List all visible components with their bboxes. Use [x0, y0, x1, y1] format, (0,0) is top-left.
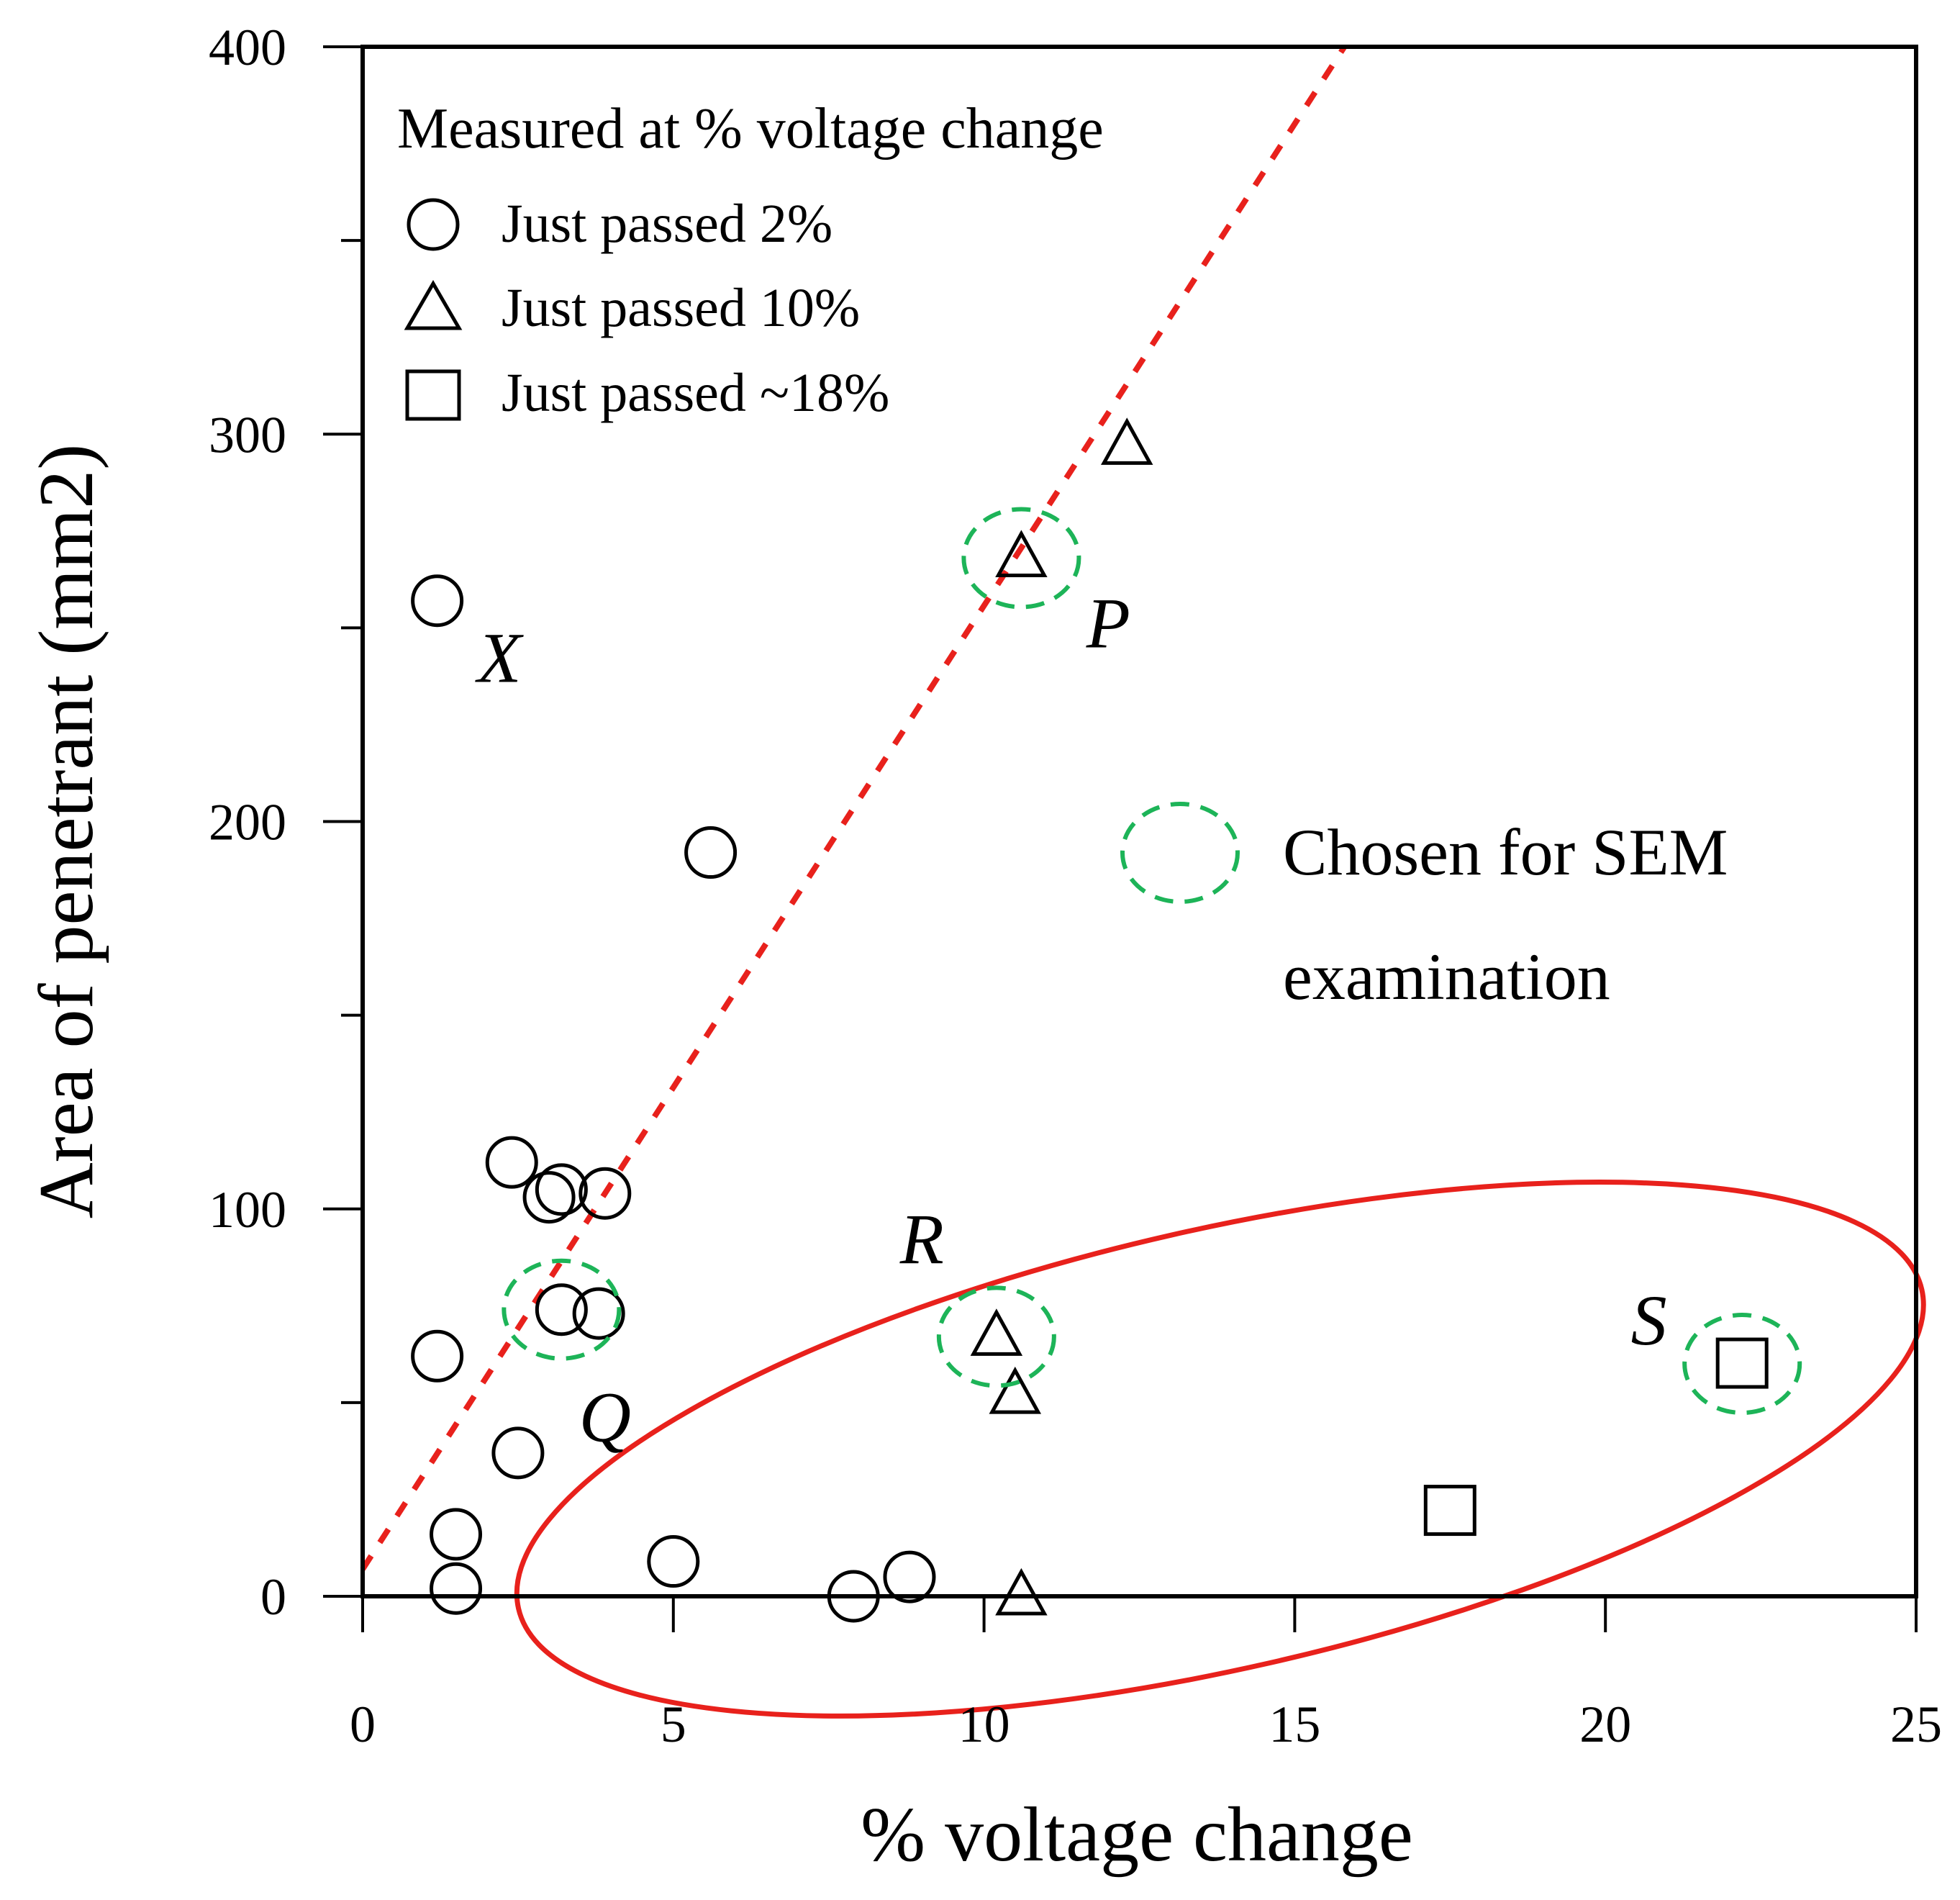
point-label-q: Q — [579, 1378, 631, 1457]
data-point-circle — [535, 1283, 588, 1336]
points-layer — [411, 417, 1769, 1623]
x-tick-label: 25 — [1890, 1696, 1942, 1753]
sem-highlight-p — [961, 507, 1081, 610]
legend-triangle-marker — [404, 280, 463, 330]
data-point-triangle — [1100, 417, 1153, 465]
legend-circle-marker — [407, 198, 460, 251]
x-axis-title: % voltage change — [861, 1792, 1413, 1878]
data-point-circle — [579, 1167, 632, 1220]
data-point-circle — [430, 1508, 483, 1561]
sem-annotation: Chosen for SEM examination — [1120, 802, 1728, 1013]
x-tick-label: 15 — [1269, 1696, 1320, 1753]
sem-annotation-line2: examination — [1283, 940, 1610, 1013]
point-label-p: P — [1086, 583, 1130, 663]
data-point-square — [1423, 1485, 1476, 1537]
data-point-circle — [684, 826, 738, 879]
x-tick-label: 20 — [1579, 1696, 1631, 1753]
trend-line — [360, 45, 1347, 1571]
x-tick-label: 0 — [350, 1696, 376, 1753]
data-point-circle — [491, 1426, 545, 1480]
data-point-circle — [411, 574, 464, 628]
data-point-triangle — [970, 1308, 1023, 1356]
data-point-circle — [883, 1550, 936, 1603]
sem-annotation-line1: Chosen for SEM — [1283, 815, 1728, 889]
data-point-circle — [647, 1535, 700, 1588]
legend-label-triangle: Just passed 10% — [502, 278, 860, 338]
sem-highlight-q — [502, 1258, 622, 1361]
overlay-layer — [360, 45, 1926, 1719]
sem-highlight-r — [936, 1285, 1056, 1388]
data-point-triangle — [995, 530, 1048, 577]
legend-title: Measured at % voltage change — [397, 97, 1104, 160]
y-tick-label: 400 — [209, 19, 286, 76]
data-point-circle — [572, 1287, 625, 1340]
data-point-circle — [535, 1163, 588, 1216]
data-point-triangle — [995, 1568, 1048, 1616]
y-tick-label: 100 — [209, 1181, 286, 1239]
data-point-circle — [430, 1562, 483, 1615]
legend: Measured at % voltage change Just passed… — [397, 97, 1104, 423]
point-label-x: X — [474, 618, 524, 698]
y-axis-title: Area of penetrant (mm2) — [24, 444, 109, 1219]
sem-highlight-s — [1682, 1313, 1802, 1416]
y-tick-label: 200 — [209, 794, 286, 851]
axes-layer: 0 5 10 15 20 25 0 100 200 300 400 — [209, 19, 1942, 1753]
data-point-circle — [485, 1136, 538, 1189]
point-label-r: R — [899, 1199, 944, 1279]
point-labels: X P Q R S — [474, 583, 1666, 1457]
x-tick-label: 5 — [661, 1696, 686, 1753]
data-point-triangle — [989, 1366, 1042, 1414]
data-point-circle — [522, 1171, 576, 1224]
data-point-square — [1715, 1337, 1769, 1389]
legend-label-square: Just passed ~18% — [502, 363, 889, 423]
sem-highlight-layer — [502, 507, 1802, 1416]
point-label-s: S — [1631, 1280, 1667, 1360]
y-tick-label: 300 — [209, 406, 286, 463]
data-point-circle — [411, 1329, 464, 1383]
outlier-ellipse — [514, 1180, 1926, 1719]
x-tick-label: 10 — [958, 1696, 1010, 1753]
sem-legend-marker — [1120, 802, 1240, 904]
legend-square-marker — [405, 369, 461, 421]
legend-label-circle: Just passed 2% — [502, 194, 832, 254]
y-tick-label: 0 — [260, 1568, 286, 1626]
